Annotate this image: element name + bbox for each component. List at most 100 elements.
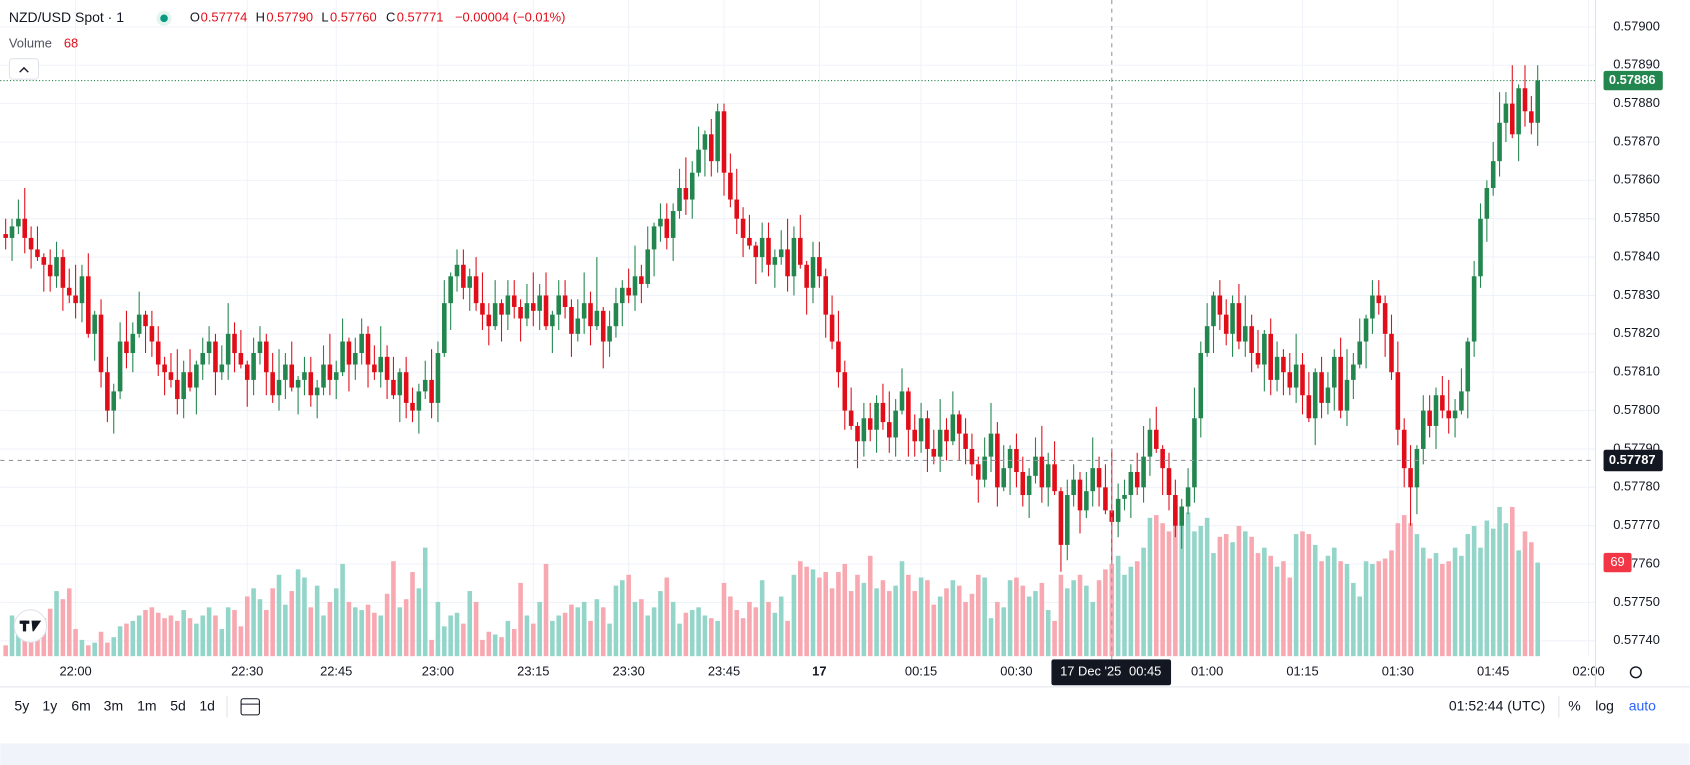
volume-bar [73, 629, 78, 657]
volume-bar [47, 608, 53, 657]
scale-option[interactable]: auto [1629, 698, 1656, 714]
volume-bar [1300, 531, 1305, 657]
volume-bar [467, 591, 473, 657]
x-tick-label: 23:30 [612, 664, 644, 679]
volume-bar [524, 615, 530, 657]
candle-body [1401, 429, 1407, 469]
volume-bar [384, 593, 390, 657]
volume-bar [1173, 504, 1178, 657]
candle-body [66, 287, 72, 296]
volume-bar [391, 561, 396, 657]
candle-body [143, 314, 148, 327]
volume-bar [956, 585, 962, 657]
volume-bar [1440, 563, 1445, 657]
candle-body [702, 134, 708, 150]
volume-bar [1414, 534, 1420, 657]
volume-bar [683, 612, 689, 657]
volume-bar [511, 629, 517, 657]
candle-body [442, 303, 447, 354]
candle-body [689, 172, 695, 200]
candle-body [511, 295, 517, 307]
volume-bar [1274, 566, 1280, 657]
candle-body [524, 303, 530, 319]
candle-body [937, 429, 943, 457]
candle-body [16, 218, 21, 227]
volume-value: 68 [64, 36, 78, 51]
candle-body [35, 249, 40, 258]
volume-bar [168, 615, 174, 657]
candle-body [1465, 341, 1471, 392]
candle-body [1236, 303, 1242, 342]
settings-icon[interactable] [1629, 666, 1642, 679]
calendar-icon[interactable] [240, 698, 260, 716]
candle-body [136, 314, 142, 334]
volume-bar [785, 620, 790, 657]
volume-bar [327, 601, 333, 657]
crosshair-price-label: 0.57787 [1609, 452, 1656, 467]
volume-bar [16, 631, 21, 657]
volume-bar [206, 607, 212, 657]
y-tick-label: 0.57890 [1613, 57, 1660, 72]
volume-bar [1319, 561, 1324, 657]
volume-bar [1452, 547, 1458, 657]
volume-bar [772, 612, 778, 657]
candle-body [531, 303, 536, 311]
range-button[interactable]: 5y [14, 698, 29, 714]
candle-body [54, 257, 59, 277]
candle-body [238, 353, 244, 365]
range-button[interactable]: 1d [199, 698, 215, 714]
volume-bar [842, 563, 848, 657]
volume-bar [60, 599, 66, 657]
volume-bar [1395, 523, 1401, 657]
volume-bar [251, 588, 256, 657]
volume-bar [562, 612, 568, 657]
scale-option[interactable]: % [1568, 698, 1580, 714]
candle-body [1484, 188, 1490, 219]
candle-body [728, 172, 733, 200]
volume-bar [734, 610, 740, 657]
range-button[interactable]: 5d [170, 698, 186, 714]
candle-body [276, 379, 282, 396]
scale-option[interactable]: log [1595, 698, 1614, 714]
candle-body [1128, 471, 1134, 496]
volume-bar [1503, 523, 1509, 657]
volume-bar [1287, 577, 1293, 657]
candle-body [651, 226, 657, 250]
candle-body [403, 372, 409, 403]
candle-body [798, 237, 803, 265]
candle-body [1084, 491, 1089, 511]
range-button[interactable]: 6m [71, 698, 90, 714]
candle-body [620, 287, 625, 304]
volume-bar [1281, 561, 1286, 657]
candle-body [1281, 356, 1286, 373]
collapse-button[interactable] [8, 58, 40, 80]
volume-bar [105, 642, 110, 657]
volume-bar [473, 601, 479, 657]
candle-body [842, 372, 848, 411]
volume-bar [365, 604, 371, 657]
volume-bar [1014, 577, 1019, 657]
volume-bar [442, 626, 447, 657]
volume-bar [1478, 547, 1483, 657]
range-button[interactable]: 3m [104, 698, 123, 714]
volume-bar [1446, 561, 1451, 657]
candle-body [1242, 326, 1248, 342]
candle-body [333, 372, 339, 380]
candle-body [734, 199, 740, 219]
volume-bar [1522, 531, 1528, 657]
range-button[interactable]: 1m [137, 698, 156, 714]
candle-body [944, 429, 949, 442]
candle-body [378, 356, 384, 373]
candle-body [105, 372, 110, 411]
volume-bar [155, 612, 161, 657]
candle-body [1179, 506, 1185, 526]
volume-bar [1325, 555, 1331, 657]
volume-bar [1230, 542, 1235, 657]
last-price-box [1603, 70, 1663, 91]
candle-body [454, 264, 460, 277]
volume-bar [1198, 525, 1204, 657]
plot-layer: 0.57740 0.57750 0.57760 0.57770 0.57780 0.577… [0, 0, 1663, 687]
candle-body [60, 257, 66, 288]
range-button[interactable]: 1y [42, 698, 57, 714]
candle-body [3, 234, 8, 238]
